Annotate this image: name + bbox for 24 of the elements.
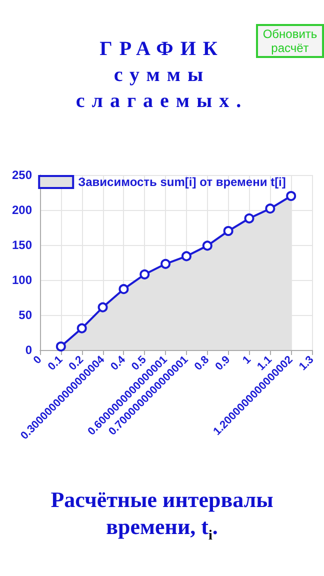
x-axis-title: Расчётные интервалы времени, t$_{i}$. — [50, 486, 274, 546]
point — [286, 191, 296, 201]
y-tick-label: 200 — [12, 203, 32, 217]
refresh-button: Обновить расчёт — [256, 24, 324, 58]
x-tick-label: 0.8 — [192, 354, 212, 374]
y-tick-label: 0 — [25, 343, 32, 357]
y-tick-label: 50 — [18, 308, 32, 322]
point — [118, 284, 129, 294]
point — [181, 251, 192, 262]
y-tick-label: 250 — [12, 168, 32, 182]
point — [202, 240, 212, 251]
legend-label: Зависимость sum[i] от времени t[i] — [78, 175, 286, 189]
point — [223, 226, 234, 236]
point — [98, 302, 108, 312]
y-tick-label: 100 — [12, 273, 32, 287]
y-tick-label: 150 — [12, 238, 32, 252]
point — [244, 213, 254, 224]
point — [56, 342, 66, 352]
point — [160, 258, 171, 269]
x-tick-label: 1.3 — [296, 354, 316, 374]
point — [76, 323, 87, 334]
chart-title: ГРАФИК суммы слагаемых. — [76, 38, 248, 112]
point — [140, 269, 150, 280]
point — [265, 204, 276, 214]
